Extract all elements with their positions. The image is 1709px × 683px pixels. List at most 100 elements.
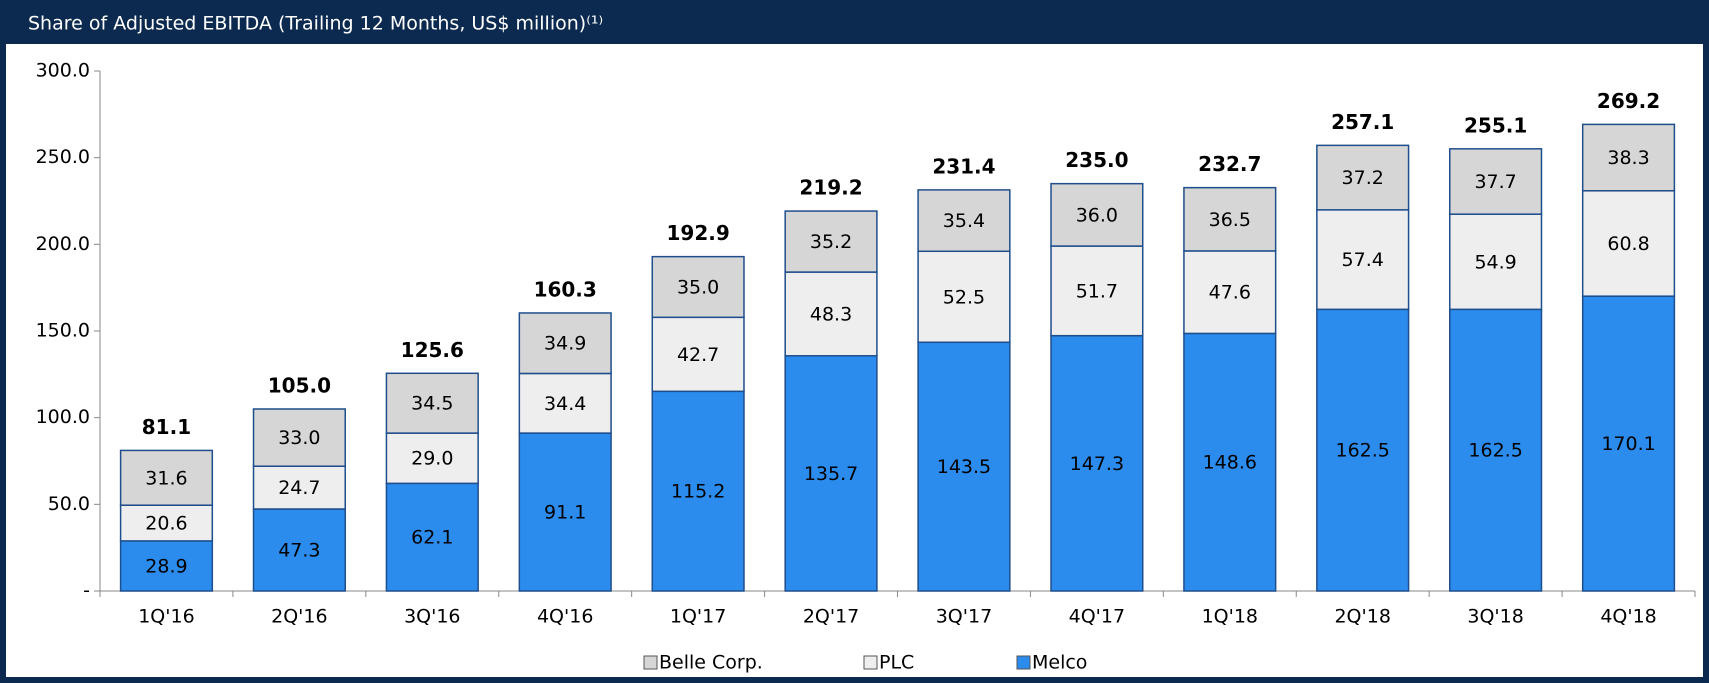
total-label: 235.0: [1065, 148, 1128, 172]
value-label: 47.3: [278, 540, 320, 562]
total-label: 125.6: [401, 338, 464, 362]
bar-segment: [119, 449, 214, 506]
value-label: 20.6: [145, 513, 187, 535]
total-label: 105.0: [268, 374, 331, 398]
value-label: 28.9: [145, 555, 187, 577]
x-tick-label: 4Q'17: [1069, 606, 1125, 628]
value-label: 35.4: [943, 210, 985, 232]
bar-segment: [1581, 295, 1676, 592]
value-label: 148.6: [1203, 452, 1257, 474]
x-tick-label: 1Q'16: [138, 606, 194, 628]
total-label: 269.2: [1597, 89, 1660, 113]
x-tick-label: 2Q'16: [271, 606, 327, 628]
bar-segment: [1050, 334, 1144, 592]
total-label: 257.1: [1331, 110, 1394, 134]
bar-segment: [1183, 186, 1277, 252]
x-tick-label: 3Q'18: [1467, 606, 1523, 628]
value-label: 147.3: [1070, 453, 1124, 475]
bar-segment: [119, 540, 214, 592]
bar-segment: [1183, 250, 1277, 335]
value-label: 38.3: [1607, 147, 1649, 169]
x-tick-label: 3Q'16: [404, 606, 460, 628]
legend-label: PLC: [879, 652, 914, 674]
bar-segment: [651, 255, 745, 319]
bar-segment: [385, 432, 479, 485]
legend-swatch: [643, 655, 658, 670]
bar-segment: [917, 189, 1011, 253]
x-tick-label: 4Q'16: [537, 606, 593, 628]
y-tick-label: 300.0: [36, 60, 90, 82]
value-label: 62.1: [411, 527, 453, 549]
value-label: 29.0: [411, 448, 453, 470]
value-label: 42.7: [677, 344, 719, 366]
bar-segment: [252, 508, 346, 592]
bar-segment: [1183, 332, 1277, 592]
bar-segment: [651, 390, 745, 592]
y-tick-label: 150.0: [36, 320, 90, 342]
bar-segment: [385, 372, 479, 434]
x-tick-label: 2Q'18: [1334, 606, 1390, 628]
y-tick-label: 50.0: [48, 493, 90, 515]
value-label: 60.8: [1607, 233, 1649, 255]
bar-segment: [784, 271, 878, 357]
value-label: 34.4: [544, 393, 586, 415]
value-label: 35.0: [677, 276, 719, 298]
value-label: 36.0: [1076, 204, 1118, 226]
value-label: 54.9: [1474, 251, 1516, 273]
total-label: 219.2: [799, 176, 862, 200]
y-tick-label: 250.0: [36, 146, 90, 168]
bar-segment: [385, 482, 479, 592]
x-tick-label: 4Q'18: [1600, 606, 1656, 628]
value-label: 91.1: [544, 502, 586, 524]
legend-label: Belle Corp.: [659, 652, 763, 674]
total-label: 160.3: [534, 277, 597, 301]
y-tick-label: 200.0: [36, 233, 90, 255]
bar-segment: [1316, 209, 1410, 311]
bar-segment: [1316, 144, 1410, 211]
value-label: 35.2: [810, 231, 852, 253]
bar-segment: [1316, 308, 1410, 592]
y-tick-label: -: [83, 580, 90, 602]
value-label: 34.5: [411, 393, 453, 415]
bar-segment: [784, 355, 878, 592]
total-label: 192.9: [666, 221, 729, 245]
value-label: 47.6: [1209, 282, 1251, 304]
total-label: 255.1: [1464, 113, 1527, 137]
bar-segment: [1449, 148, 1543, 215]
total-label: 81.1: [142, 415, 191, 439]
bar-segment: [518, 432, 612, 592]
bar-segment: [119, 504, 214, 542]
legend-swatch: [863, 655, 878, 670]
total-label: 231.4: [932, 154, 995, 178]
value-label: 170.1: [1601, 433, 1655, 455]
header-bar: [0, 0, 1709, 44]
x-tick-label: 1Q'17: [670, 606, 726, 628]
bar-segment: [1581, 123, 1676, 192]
value-label: 162.5: [1468, 440, 1522, 462]
bar-segment: [518, 372, 612, 434]
bar-segment: [1050, 245, 1144, 337]
value-label: 57.4: [1342, 249, 1384, 271]
legend-label: Melco: [1032, 652, 1087, 674]
value-label: 52.5: [943, 286, 985, 308]
value-label: 115.2: [671, 481, 725, 503]
bar-segment: [917, 341, 1011, 592]
value-label: 34.9: [544, 333, 586, 355]
value-label: 162.5: [1336, 440, 1390, 462]
bar-segment: [1050, 182, 1144, 247]
y-tick-label: 100.0: [36, 406, 90, 428]
bar-segment: [917, 250, 1011, 344]
bar-segment: [1449, 213, 1543, 311]
total-label: 232.7: [1198, 152, 1261, 176]
value-label: 24.7: [278, 477, 320, 499]
x-tick-label: 2Q'17: [803, 606, 859, 628]
value-label: 143.5: [937, 456, 991, 478]
value-label: 31.6: [145, 467, 187, 489]
legend-swatch: [1016, 655, 1031, 670]
value-label: 48.3: [810, 303, 852, 325]
value-label: 36.5: [1209, 209, 1251, 231]
value-label: 37.2: [1342, 167, 1384, 189]
bar-segment: [1581, 190, 1676, 297]
value-label: 37.7: [1474, 171, 1516, 193]
